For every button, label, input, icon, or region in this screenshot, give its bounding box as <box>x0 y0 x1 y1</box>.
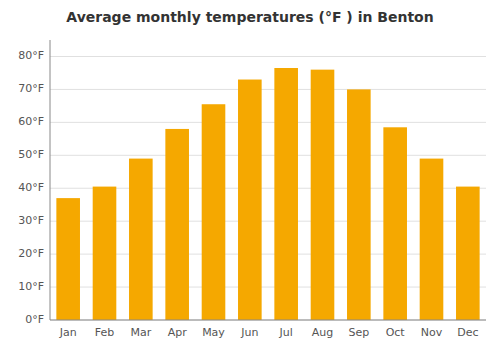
chart-title: Average monthly temperatures (°F ) in Be… <box>66 9 433 25</box>
bar <box>129 159 153 320</box>
x-tick-label: Feb <box>95 326 114 339</box>
x-tick-label: Mar <box>130 326 151 339</box>
y-tick-label: 70°F <box>18 82 44 95</box>
x-tick-label: Jun <box>240 326 258 339</box>
grid-line <box>50 155 486 156</box>
y-tick-label: 80°F <box>18 49 44 62</box>
y-tick-label: 30°F <box>18 214 44 227</box>
bar <box>456 187 480 320</box>
x-tick-label: Jan <box>59 326 77 339</box>
bar <box>202 104 226 320</box>
bar <box>420 159 444 320</box>
x-tick-label: Dec <box>457 326 478 339</box>
y-tick-label: 10°F <box>18 280 44 293</box>
grid-line <box>50 122 486 123</box>
y-axis: 0°F 10°F 20°F 30°F 40°F 50°F 60°F 70°F 80°F <box>18 40 50 326</box>
chart-root: 0°F 10°F 20°F 30°F 40°F 50°F 60°F 70°F 80°F Jan Fe… <box>0 0 500 350</box>
x-tick-label: Jul <box>279 326 293 339</box>
bar <box>383 127 407 320</box>
y-axis-line <box>50 40 51 320</box>
x-axis: Jan Feb Mar Apr May Jun Jul Aug Sep Oct Nov Dec <box>50 320 486 339</box>
grid-line <box>50 320 486 321</box>
x-tick-label: Apr <box>168 326 188 339</box>
x-tick-label: May <box>202 326 225 339</box>
x-tick-label: Sep <box>348 326 369 339</box>
x-tick-label: Oct <box>386 326 406 339</box>
bar <box>93 187 117 320</box>
bars <box>56 68 479 320</box>
y-tick-label: 60°F <box>18 115 44 128</box>
bar <box>311 70 335 320</box>
x-axis-line <box>50 320 486 321</box>
grid-line <box>50 89 486 90</box>
bar <box>56 198 80 320</box>
y-tick-label: 20°F <box>18 247 44 260</box>
chart-svg: 0°F 10°F 20°F 30°F 40°F 50°F 60°F 70°F 80°F Jan Fe… <box>0 0 500 350</box>
grid <box>50 56 486 320</box>
y-tick-label: 50°F <box>18 148 44 161</box>
bar <box>238 80 262 320</box>
grid-line <box>50 56 486 57</box>
bar <box>274 68 298 320</box>
y-tick-label: 0°F <box>25 313 44 326</box>
x-tick-label: Nov <box>421 326 443 339</box>
bar <box>165 129 189 320</box>
x-tick-label: Aug <box>312 326 333 339</box>
y-tick-label: 40°F <box>18 181 44 194</box>
bar <box>347 89 371 320</box>
